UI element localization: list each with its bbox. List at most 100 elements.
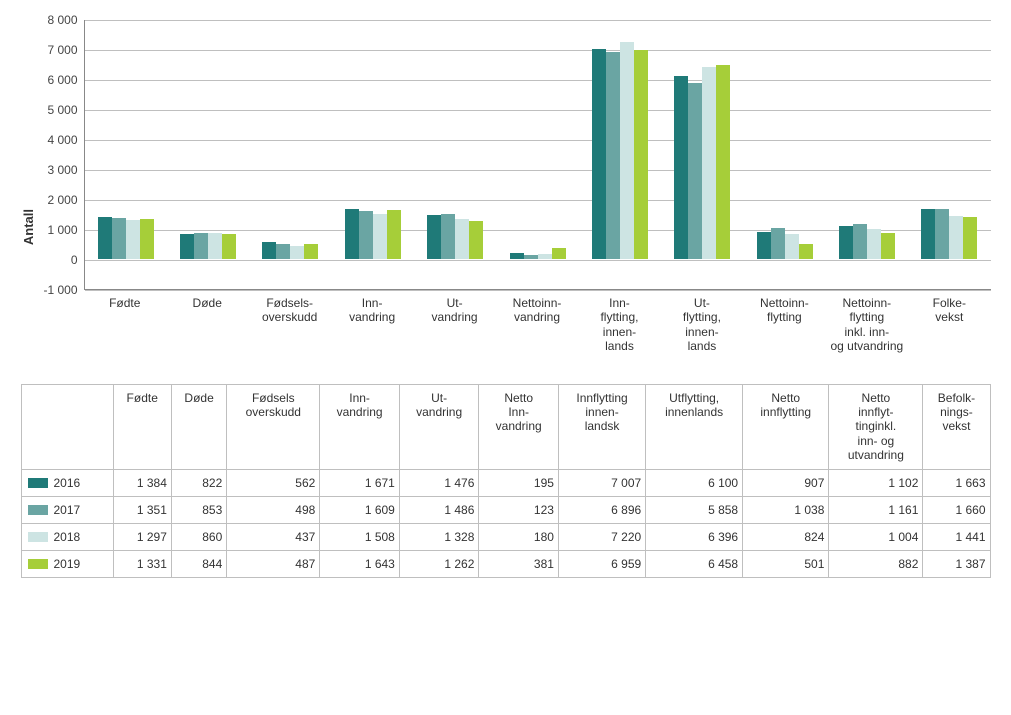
bar xyxy=(606,19,620,289)
bar-group xyxy=(167,20,249,289)
table-cell: 498 xyxy=(227,496,320,523)
table-cell: 1 476 xyxy=(399,469,479,496)
table-header-cell: Inn-vandring xyxy=(320,384,400,469)
bar-fill xyxy=(98,217,112,259)
legend-swatch xyxy=(28,559,48,569)
bar xyxy=(140,19,154,289)
bar-fill xyxy=(538,254,552,259)
table-cell: 5 858 xyxy=(646,496,743,523)
plot-wrap: FødteDødeFødsels-overskuddInn-vandringUt… xyxy=(84,20,991,354)
table-cell: 7 220 xyxy=(558,523,645,550)
bar-fill xyxy=(140,219,154,259)
bar-group xyxy=(332,20,414,289)
bar-fill xyxy=(839,226,853,259)
table-cell: 844 xyxy=(171,550,226,577)
table-header-cell: Nettoinnflyt-tinginkl.inn- ogutvandring xyxy=(829,384,923,469)
table-row: 20161 3848225621 6711 4761957 0076 10090… xyxy=(21,469,990,496)
table-header-cell: Ut-vandring xyxy=(399,384,479,469)
bar-groups xyxy=(85,20,991,289)
bar xyxy=(441,19,455,289)
bar-fill xyxy=(757,232,771,259)
table-cell: 501 xyxy=(743,550,829,577)
bar-fill xyxy=(180,234,194,259)
bar-fill xyxy=(387,210,401,259)
year-cell: 2017 xyxy=(21,496,113,523)
y-axis-label: Antall xyxy=(21,129,36,245)
bar-fill xyxy=(963,217,977,259)
bar-fill xyxy=(620,42,634,259)
table-header-cell: Befolk-nings-vekst xyxy=(923,384,990,469)
bar xyxy=(262,19,276,289)
table-cell: 487 xyxy=(227,550,320,577)
bar-fill xyxy=(881,233,895,259)
table-cell: 1 671 xyxy=(320,469,400,496)
x-label: Nettoinn-flytting xyxy=(743,296,825,354)
table-cell: 1 004 xyxy=(829,523,923,550)
bar-fill xyxy=(702,67,716,259)
bar-group xyxy=(414,20,496,289)
year-cell: 2018 xyxy=(21,523,113,550)
bar xyxy=(98,19,112,289)
bar xyxy=(592,19,606,289)
x-label: Nettoinn-flyttinginkl. inn-og utvandring xyxy=(826,296,908,354)
bar-group xyxy=(496,20,578,289)
bar xyxy=(208,19,222,289)
bar-fill xyxy=(634,50,648,259)
bar xyxy=(963,19,977,289)
bar xyxy=(881,19,895,289)
table-row: 20191 3318444871 6431 2623816 9596 45850… xyxy=(21,550,990,577)
table-cell: 1 441 xyxy=(923,523,990,550)
bar xyxy=(538,19,552,289)
bar xyxy=(921,19,935,289)
bar xyxy=(839,19,853,289)
table-header-cell: NettoInn-vandring xyxy=(479,384,559,469)
chart-container: Antall 8 0007 0006 0005 0004 0003 0002 0… xyxy=(21,20,991,354)
year-label: 2018 xyxy=(54,530,81,544)
x-label: Inn-vandring xyxy=(331,296,413,354)
x-label: Nettoinn-vandring xyxy=(496,296,578,354)
bar xyxy=(799,19,813,289)
bar-fill xyxy=(222,234,236,259)
bar-fill xyxy=(785,234,799,259)
table-cell: 195 xyxy=(479,469,559,496)
bar-fill xyxy=(552,248,566,259)
bar-fill xyxy=(688,83,702,259)
table-cell: 6 100 xyxy=(646,469,743,496)
table-cell: 1 609 xyxy=(320,496,400,523)
table-cell: 907 xyxy=(743,469,829,496)
bar xyxy=(524,19,538,289)
bar xyxy=(949,19,963,289)
x-label: Døde xyxy=(166,296,248,354)
table-header-cell: Utflytting,innenlands xyxy=(646,384,743,469)
legend-swatch xyxy=(28,478,48,488)
table-cell: 1 387 xyxy=(923,550,990,577)
x-label: Inn-flytting,innen-lands xyxy=(578,296,660,354)
bar-fill xyxy=(359,211,373,259)
table-cell: 562 xyxy=(227,469,320,496)
table-cell: 1 508 xyxy=(320,523,400,550)
table-cell: 1 384 xyxy=(113,469,171,496)
x-label: Ut-vandring xyxy=(413,296,495,354)
table-row: 20181 2978604371 5081 3281807 2206 39682… xyxy=(21,523,990,550)
table-cell: 1 351 xyxy=(113,496,171,523)
bar-fill xyxy=(771,228,785,259)
bar xyxy=(455,19,469,289)
table-cell: 6 396 xyxy=(646,523,743,550)
table-cell: 860 xyxy=(171,523,226,550)
bar xyxy=(867,19,881,289)
plot xyxy=(84,20,991,290)
chart-area: Antall 8 0007 0006 0005 0004 0003 0002 0… xyxy=(21,20,991,354)
bar-group xyxy=(85,20,167,289)
bar xyxy=(757,19,771,289)
bar-fill xyxy=(126,220,140,259)
bar-fill xyxy=(373,214,387,259)
bar xyxy=(427,19,441,289)
bar-fill xyxy=(194,233,208,259)
bar-fill xyxy=(276,244,290,259)
bar xyxy=(716,19,730,289)
table-cell: 381 xyxy=(479,550,559,577)
bar-fill xyxy=(853,224,867,259)
year-cell: 2019 xyxy=(21,550,113,577)
table-cell: 882 xyxy=(829,550,923,577)
bar-fill xyxy=(606,52,620,259)
